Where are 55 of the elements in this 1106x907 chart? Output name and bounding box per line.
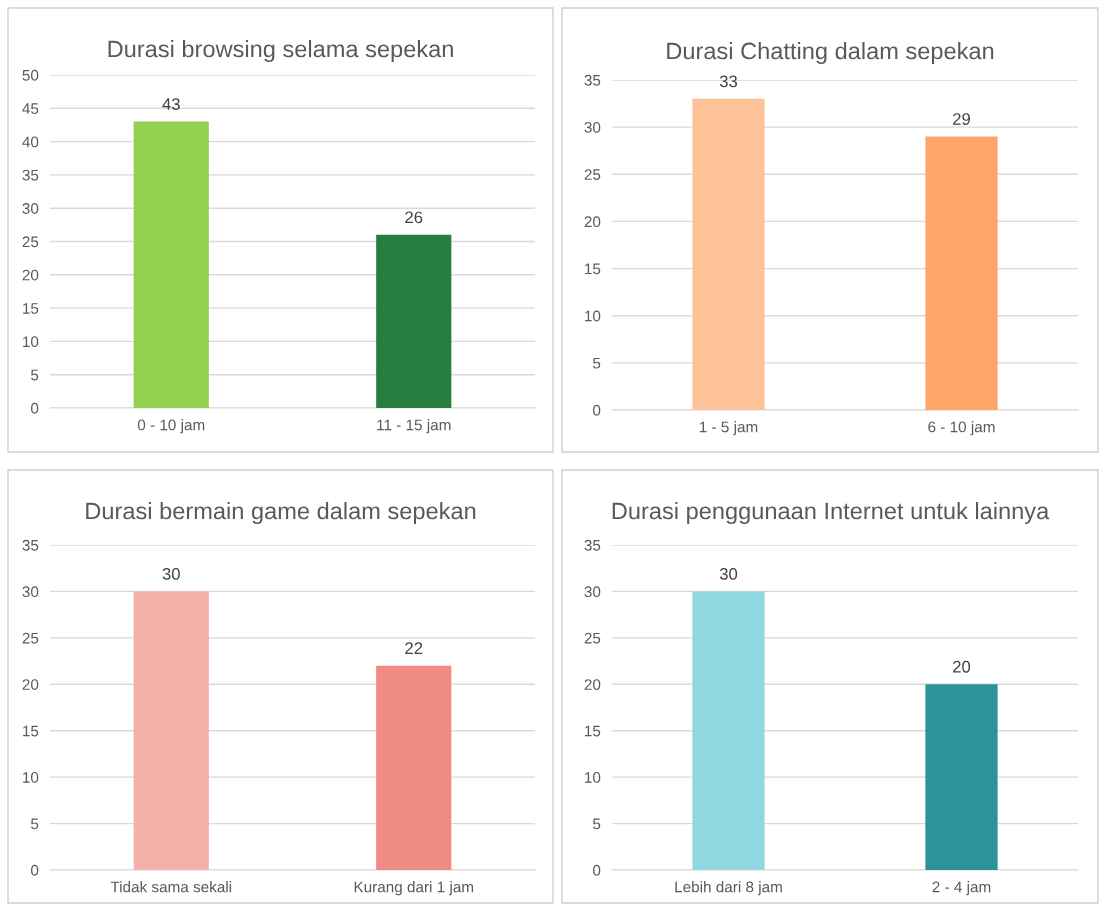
x-tick-label: Tidak sama sekali	[110, 881, 232, 893]
y-tick-label: 25	[22, 632, 39, 644]
y-tick-label: 35	[22, 169, 39, 181]
y-tick-label: 10	[585, 772, 601, 783]
y-tick-label: 20	[584, 216, 601, 228]
y-tick-label: 0	[592, 404, 601, 416]
x-tick-label: 11 - 15 jam	[377, 419, 451, 434]
y-tick-label: 35	[584, 74, 601, 86]
y-tick-label: 30	[22, 203, 39, 214]
y-tick-label: 20	[584, 679, 601, 690]
y-tick-label: 25	[584, 169, 601, 180]
data-label: 43	[162, 98, 180, 110]
y-tick-label: 30	[584, 122, 601, 133]
y-tick-label: 35	[22, 539, 39, 551]
x-tick-label: 0 - 10 jam	[137, 419, 205, 434]
x-tick-label: 1 - 5 jam	[699, 421, 758, 436]
data-label: 30	[719, 568, 738, 580]
chart-title: Durasi penggunaan Internet untuk lainnya	[612, 502, 1050, 525]
y-tick-label: 10	[585, 310, 601, 322]
chart-title: Durasi Chatting dalam sepekan	[667, 42, 994, 65]
y-tick-label: 10	[23, 772, 39, 783]
y-tick-label: 25	[584, 632, 601, 644]
chart-title: Durasi bermain game dalam sepekan	[86, 502, 476, 525]
x-tick-label: 6 - 10 jam	[928, 421, 995, 436]
chart-title: Durasi browsing selama sepekan	[108, 40, 453, 63]
y-tick-label: 20	[22, 269, 39, 281]
y-tick-label: 5	[593, 818, 601, 830]
y-tick-label: 15	[23, 725, 39, 737]
y-tick-label: 30	[22, 586, 39, 598]
data-label: 22	[405, 642, 423, 654]
y-tick-label: 0	[30, 402, 39, 414]
x-tick-label: Lebih dari 8 jam	[675, 881, 782, 896]
data-label: 26	[405, 211, 423, 224]
y-tick-label: 30	[584, 586, 601, 598]
y-tick-label: 15	[585, 263, 601, 275]
y-tick-label: 35	[584, 539, 601, 551]
y-tick-label: 15	[585, 725, 601, 737]
y-tick-label: 5	[31, 369, 39, 381]
data-label: 30	[162, 568, 180, 580]
x-tick-label: 2 - 4 jam	[932, 881, 991, 896]
y-tick-label: 25	[22, 236, 39, 248]
x-tick-label: Kurang dari 1 jam	[354, 881, 474, 896]
data-label: 33	[719, 75, 738, 88]
y-tick-label: 10	[23, 336, 39, 348]
y-tick-label: 20	[22, 679, 39, 690]
y-tick-label: 5	[593, 357, 601, 369]
y-tick-label: 0	[592, 864, 601, 876]
y-tick-label: 50	[22, 69, 39, 81]
y-tick-label: 45	[22, 103, 39, 114]
data-label: 20	[953, 660, 971, 673]
y-tick-label: 5	[31, 818, 39, 830]
y-tick-label: 15	[23, 303, 39, 314]
data-label: 29	[953, 113, 970, 125]
y-tick-label: 0	[30, 864, 39, 876]
y-tick-label: 40	[22, 136, 39, 148]
